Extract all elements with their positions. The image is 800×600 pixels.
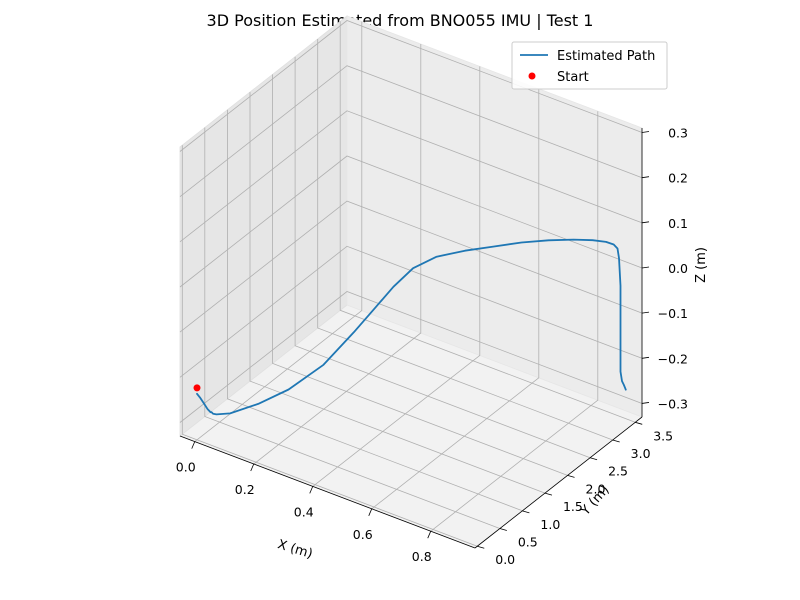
x-tick-mark [427, 531, 432, 539]
legend-label-estimated-path: Estimated Path [557, 49, 655, 64]
gridline-z [179, 155, 643, 288]
gridline-x [371, 88, 540, 510]
gridline-z [179, 65, 643, 198]
gridline-y [317, 39, 613, 441]
x-tick-label: 0.6 [353, 527, 373, 542]
y-tick-label: 2.0 [586, 481, 606, 496]
z-tick-label: −0.2 [658, 351, 688, 366]
z-tick-mark [641, 402, 650, 404]
series-line-estimated-path [196, 238, 627, 416]
z-tick-mark [641, 311, 650, 314]
y-tick-mark [635, 421, 643, 425]
series-layer [193, 238, 627, 416]
gridline-x [253, 44, 422, 465]
z-tick-mark [641, 266, 650, 269]
z-tick-label: −0.1 [658, 306, 688, 321]
z-tick-label: 0.3 [668, 126, 688, 141]
gridline-z [179, 200, 643, 333]
gridline-y [294, 56, 591, 459]
z-tick-label: 0.1 [668, 216, 688, 231]
z-axis-title: Z (m) [694, 247, 709, 283]
z-tick-label: 0.2 [668, 171, 688, 186]
legend-label-start: Start [557, 70, 589, 85]
legend-box [511, 41, 668, 90]
legend-marker-swatch [528, 72, 536, 80]
gridline-y [272, 74, 568, 476]
x-axis-line [179, 435, 476, 549]
z-tick-mark [641, 131, 650, 133]
y-tick-mark [522, 510, 530, 514]
gridline-x [430, 111, 599, 532]
y-tick-mark [544, 492, 553, 496]
x-tick-mark [309, 486, 314, 494]
y-tick-label: 1.5 [563, 499, 583, 514]
x-tick-mark [250, 463, 255, 472]
y-tick-mark [589, 457, 598, 461]
z-tick-mark [641, 176, 650, 179]
y-tick-label: 2.5 [608, 464, 628, 479]
y-tick-mark [499, 528, 507, 531]
chart-title: 3D Position Estimated from BNO055 IMU | … [207, 11, 594, 30]
gridline-z [179, 245, 643, 378]
start-point-marker [193, 384, 201, 392]
y-tick-label: 1.0 [540, 517, 560, 532]
gridline-x [194, 21, 363, 442]
x-tick-label: 0.2 [235, 482, 255, 497]
gridline-x [312, 66, 481, 487]
legend: Estimated Path Start [511, 41, 668, 90]
gridline-z [179, 110, 643, 243]
y-tick-label: 3.0 [631, 446, 651, 461]
z-tick-mark [641, 221, 650, 224]
y-tick-label: 0.0 [495, 552, 515, 567]
z-tick-mark [641, 356, 650, 359]
y-tick-mark [477, 545, 485, 549]
gridline-y [181, 145, 478, 547]
gridlines [179, 20, 643, 547]
x-tick-mark [191, 441, 196, 449]
axis-ticks: 0.00.20.40.60.8 0.00.51.01.52.02.53.03.5−… [176, 126, 688, 568]
gridline-z [179, 20, 643, 152]
gridline-z [179, 291, 643, 423]
x-tick-label: 0.8 [412, 549, 432, 564]
y-tick-label: 0.5 [518, 535, 538, 550]
x-tick-mark [368, 508, 373, 516]
x-tick-label: 0.4 [294, 504, 314, 519]
y-axis-line [474, 416, 643, 549]
gridline-y [226, 109, 523, 512]
x-axis-title: X (m) [276, 537, 315, 562]
y-tick-label: 3.5 [653, 428, 673, 443]
axis-lines [179, 128, 643, 549]
z-tick-label: 0.0 [668, 261, 688, 276]
gridline-y [204, 127, 500, 529]
z-tick-label: −0.3 [658, 396, 688, 411]
y-tick-mark [612, 439, 620, 443]
gridline-y [249, 92, 546, 494]
y-tick-mark [567, 475, 575, 478]
gridline-y [339, 21, 636, 423]
x-tick-label: 0.0 [176, 460, 196, 475]
